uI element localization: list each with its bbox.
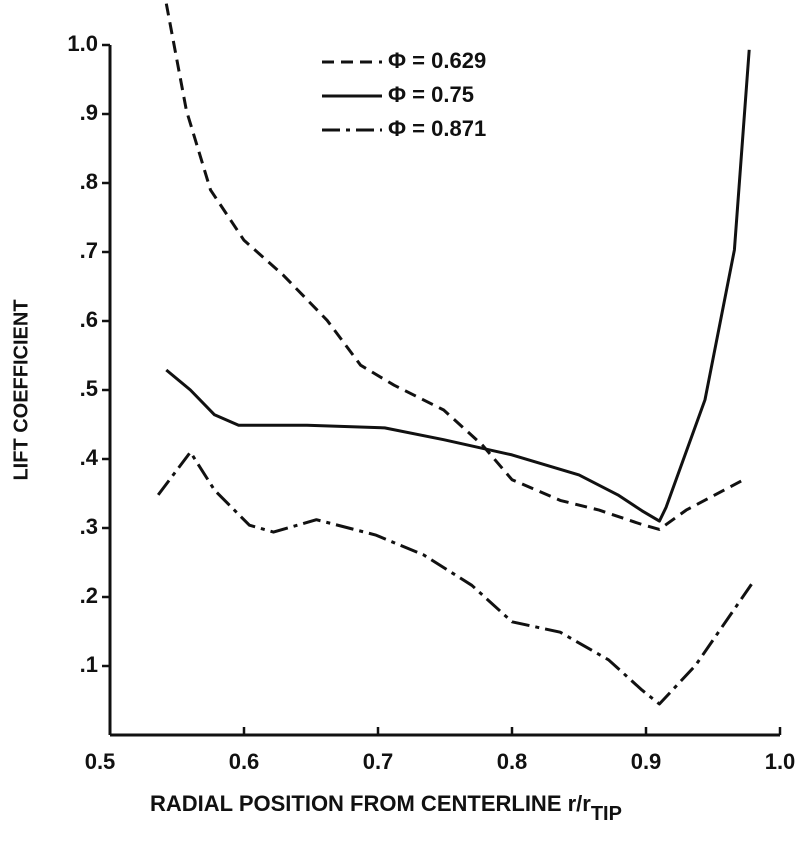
x-axis-label-subscript: TIP bbox=[591, 803, 622, 825]
y-tick-label: .8 bbox=[80, 169, 98, 194]
y-tick-label: .4 bbox=[80, 445, 99, 470]
x-tick-label: 0.5 bbox=[85, 749, 116, 774]
series-line bbox=[157, 450, 755, 706]
legend-label: Φ = 0.871 bbox=[388, 116, 486, 141]
series-line bbox=[165, 49, 751, 523]
x-tick-label: 0.7 bbox=[363, 749, 394, 774]
y-tick-label: 1.0 bbox=[67, 31, 98, 56]
y-tick-label: .9 bbox=[80, 100, 98, 125]
y-tick-label: .7 bbox=[80, 238, 98, 263]
x-tick-label: 0.6 bbox=[229, 749, 260, 774]
y-tick-label: .1 bbox=[80, 652, 98, 677]
legend-label: Φ = 0.629 bbox=[388, 48, 486, 73]
x-tick-label: 0.9 bbox=[631, 749, 662, 774]
x-axis-label-main: RADIAL POSITION FROM CENTERLINE r/r bbox=[150, 791, 591, 816]
y-tick-label: .6 bbox=[80, 307, 98, 332]
x-tick-label: 0.8 bbox=[497, 749, 528, 774]
y-tick-label: .2 bbox=[80, 583, 98, 608]
series-line bbox=[164, 3, 745, 531]
x-tick-label: 1.0 bbox=[765, 749, 796, 774]
y-axis-label: LIFT COEFFICIENT bbox=[10, 299, 32, 480]
x-axis-label: RADIAL POSITION FROM CENTERLINE r/rTIP bbox=[150, 791, 622, 825]
y-tick-label: .5 bbox=[80, 376, 98, 401]
legend-label: Φ = 0.75 bbox=[388, 82, 474, 107]
y-tick-label: .3 bbox=[80, 514, 98, 539]
